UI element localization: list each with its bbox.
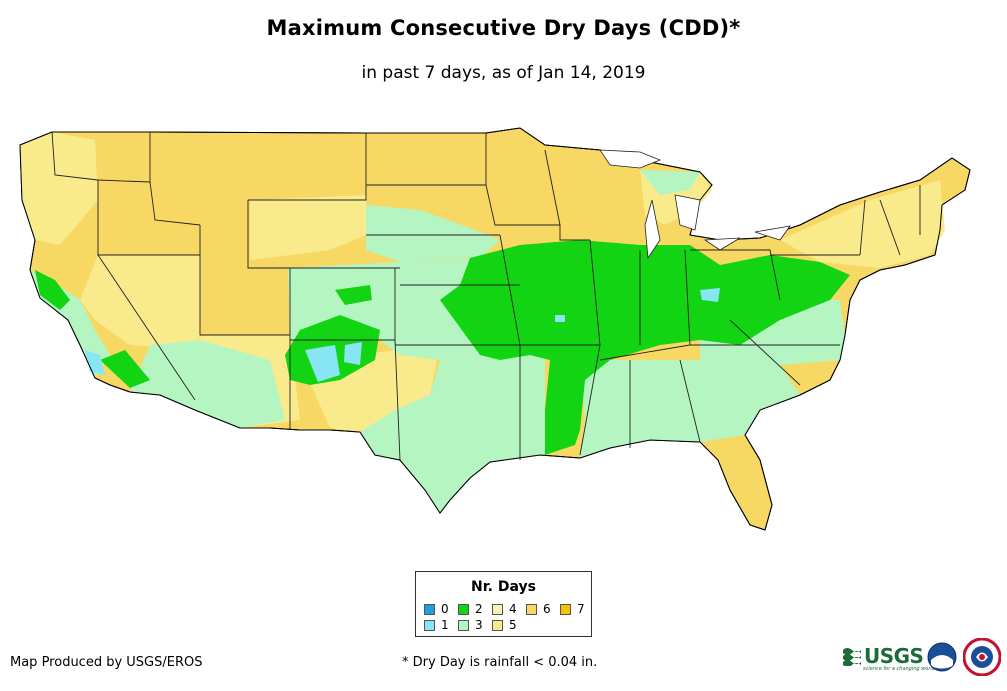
map-credit: Map Produced by USGS/EROS: [10, 655, 203, 670]
legend-item-2: 2: [458, 602, 483, 616]
legend-label: 0: [441, 602, 449, 616]
legend-swatch: [424, 603, 435, 615]
legend-title: Nr. Days: [471, 579, 536, 595]
legend-swatch: [560, 603, 571, 615]
legend-swatch: [492, 619, 503, 631]
legend-item-7: 7: [560, 602, 585, 616]
legend-item-5: 5: [492, 618, 517, 632]
dry-day-footnote: * Dry Day is rainfall < 0.04 in.: [402, 655, 598, 670]
noaa-logo-icon: [927, 642, 957, 672]
legend-label: 3: [475, 618, 483, 632]
legend-item-3: 3: [458, 618, 483, 632]
legend-item-4: 4: [492, 602, 517, 616]
legend-label: 1: [441, 618, 449, 632]
legend: Nr. Days 0 1 2 3 4 5 6 7: [415, 571, 592, 637]
legend-label: 2: [475, 602, 483, 616]
legend-swatch: [458, 603, 469, 615]
legend-label: 7: [577, 602, 585, 616]
legend-label: 6: [543, 602, 551, 616]
great-lakes: [599, 149, 791, 260]
nws-logo-icon: [963, 638, 1001, 676]
usgs-wordmark: USGS: [864, 644, 924, 668]
state-borders: [51, 131, 921, 461]
legend-swatch: [526, 603, 537, 615]
legend-item-1: 1: [424, 618, 449, 632]
legend-label: 4: [509, 602, 517, 616]
legend-swatch: [458, 619, 469, 631]
map-subtitle: in past 7 days, as of Jan 14, 2019: [361, 63, 646, 83]
usgs-logo: USGS science for a changing world: [843, 642, 935, 672]
legend-item-0: 0: [424, 602, 449, 616]
legend-item-6: 6: [526, 602, 551, 616]
usgs-tagline: science for a changing world: [863, 666, 935, 672]
legend-label: 5: [509, 618, 517, 632]
legend-swatch: [492, 603, 503, 615]
usgs-wave-icon: [843, 648, 861, 666]
two-day-region: [440, 240, 850, 455]
legend-swatch: [424, 619, 435, 631]
map-title: Maximum Consecutive Dry Days (CDD)*: [266, 16, 741, 40]
